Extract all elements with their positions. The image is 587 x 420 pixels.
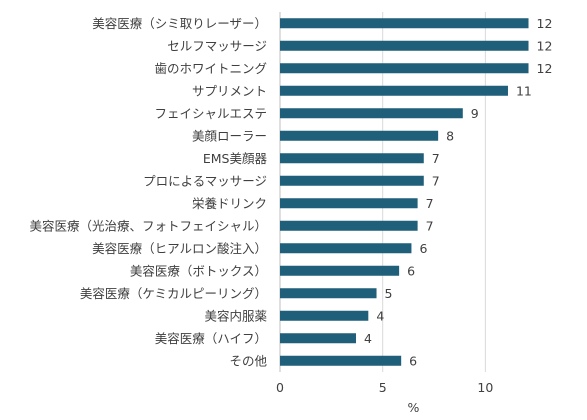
bar — [280, 243, 412, 254]
category-label: 美容医療（ボトックス） — [130, 263, 267, 278]
bar — [280, 310, 369, 321]
bar — [280, 40, 529, 51]
category-label: 美容医療（シミ取りレーザー） — [92, 16, 267, 31]
category-label: セルフマッサージ — [167, 38, 267, 53]
bar — [280, 85, 508, 96]
data-label: 7 — [432, 151, 440, 166]
bar — [280, 288, 377, 299]
x-axis-label: % — [408, 400, 420, 415]
category-label: 歯のホワイトニング — [154, 61, 267, 76]
data-label: 8 — [446, 128, 454, 143]
data-label: 12 — [537, 16, 553, 31]
bar — [280, 198, 418, 209]
category-label: 栄養ドリンク — [192, 196, 267, 211]
bar — [280, 220, 418, 231]
category-label: 美容医療（ハイフ） — [155, 331, 267, 346]
data-label: 4 — [376, 308, 384, 323]
bar — [280, 175, 424, 186]
bar — [280, 108, 463, 119]
data-label: 6 — [419, 241, 427, 256]
category-label: EMS美顔器 — [203, 151, 268, 166]
bar — [280, 130, 439, 141]
bar — [280, 265, 400, 276]
category-label: 美容医療（光治療、フォトフェイシャル） — [29, 218, 267, 233]
data-label: 6 — [407, 263, 415, 278]
bar — [280, 355, 402, 366]
bar — [280, 18, 529, 29]
category-label: フェイシャルエステ — [154, 106, 267, 121]
category-label: 美容医療（ケミカルピーリング） — [80, 286, 267, 301]
data-label: 9 — [471, 106, 479, 121]
bar — [280, 63, 529, 74]
data-label: 7 — [432, 173, 440, 188]
category-label: 美容内服薬 — [204, 308, 267, 323]
x-tick-label: 5 — [379, 380, 387, 395]
category-label: その他 — [229, 353, 267, 368]
category-label: プロによるマッサージ — [143, 173, 267, 188]
bar — [280, 333, 356, 344]
data-label: 4 — [364, 331, 372, 346]
data-label: 7 — [426, 196, 434, 211]
data-label: 12 — [537, 38, 553, 53]
x-tick-label: 0 — [276, 380, 284, 395]
data-label: 7 — [426, 218, 434, 233]
data-label: 5 — [385, 286, 393, 301]
data-label: 6 — [409, 353, 417, 368]
bar — [280, 153, 424, 164]
category-label: サプリメント — [192, 83, 267, 98]
x-tick-label: 10 — [477, 380, 493, 395]
data-label: 11 — [516, 83, 532, 98]
data-label: 12 — [537, 61, 553, 76]
category-label: 美容医療（ヒアルロン酸注入） — [92, 241, 267, 256]
category-label: 美顔ローラー — [192, 128, 267, 143]
